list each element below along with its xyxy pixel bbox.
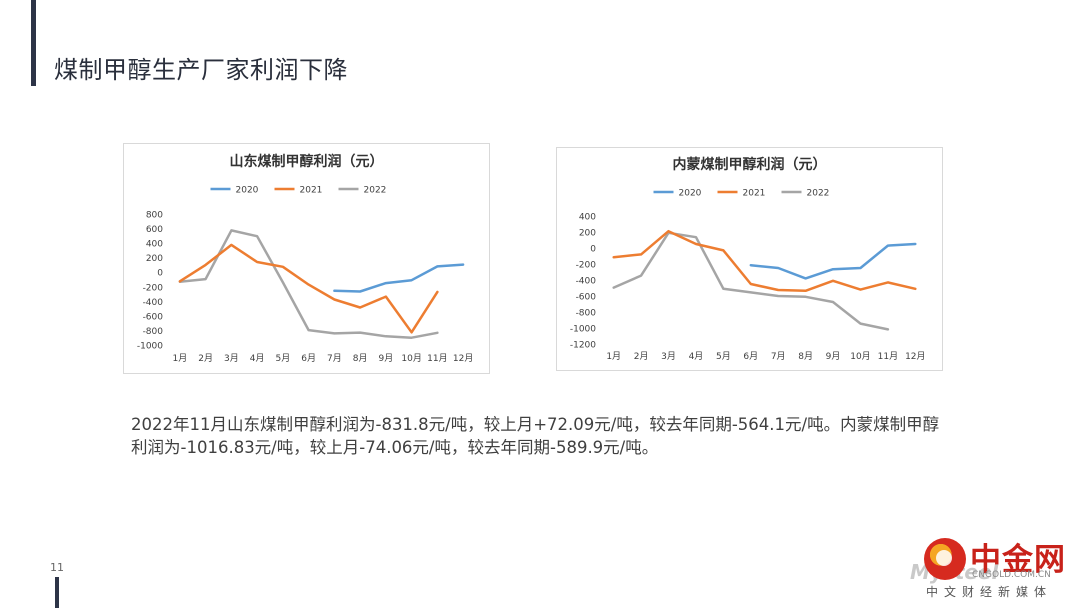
x-tick-label: 11月 (878, 351, 898, 362)
y-tick-label: -200 (576, 261, 597, 271)
series-line-2021 (178, 243, 439, 334)
y-tick-label: -400 (576, 277, 597, 287)
summary-text: 2022年11月山东煤制甲醇利润为-831.8元/吨，较上月+72.09元/吨，… (131, 415, 940, 457)
y-tick-label: -1200 (570, 341, 596, 351)
x-tick-label: 4月 (689, 351, 704, 362)
y-tick-label: 400 (146, 240, 163, 250)
x-tick-label: 10月 (850, 351, 870, 362)
page-number: 11 (50, 561, 64, 574)
x-tick-label: 10月 (401, 353, 421, 364)
chart-title: 内蒙煤制甲醇利润（元） (673, 156, 827, 173)
chart-neimeng: 内蒙煤制甲醇利润（元） 2020 2021 2022 400 200 0 -200 -400 -6… (556, 147, 943, 371)
x-tick-label: 11月 (427, 353, 447, 364)
y-tick-label: 400 (579, 213, 596, 223)
series-line-2020 (749, 242, 917, 280)
x-tick-label: 1月 (173, 353, 188, 364)
x-tick-label: 3月 (661, 351, 676, 362)
legend-label-2022: 2022 (364, 186, 387, 196)
logo-name: 中金网 (970, 542, 1066, 578)
x-tick-label: 5月 (276, 353, 291, 364)
series-line-2021 (612, 229, 917, 293)
accent-bar-bottom (55, 577, 59, 608)
y-tick-label: 0 (157, 269, 163, 279)
logo-domain: CNGOLD.COM.CN (972, 570, 1051, 580)
y-tick-label: 800 (146, 211, 163, 221)
x-tick-label: 6月 (301, 353, 316, 364)
y-tick-label: -1000 (137, 342, 163, 352)
legend-label-2022: 2022 (807, 189, 830, 199)
legend-label-2021: 2021 (743, 189, 766, 199)
legend-label-2020: 2020 (679, 189, 702, 199)
x-tick-label: 12月 (905, 351, 925, 362)
chart-title: 山东煤制甲醇利润（元） (230, 153, 384, 170)
x-tick-label: 6月 (743, 351, 758, 362)
x-tick-label: 3月 (224, 353, 239, 364)
x-tick-label: 2月 (634, 351, 649, 362)
page-title: 煤制甲醇生产厂家利润下降 (54, 56, 348, 84)
y-tick-label: -600 (576, 293, 597, 303)
chart-svg: 内蒙煤制甲醇利润（元） 2020 2021 2022 400 200 0 -200 -400 -6… (570, 156, 926, 362)
y-tick-label: 600 (146, 225, 163, 235)
x-tick-label: 12月 (453, 353, 473, 364)
x-tick-label: 4月 (250, 353, 265, 364)
series-line-2022 (178, 229, 439, 339)
chart-svg: 山东煤制甲醇利润（元） 2020 2021 2022 800 600 400 200 0 -200… (137, 153, 474, 364)
y-tick-label: -800 (143, 327, 164, 337)
x-tick-label: 9月 (379, 353, 394, 364)
y-tick-label: -400 (143, 298, 164, 308)
y-tick-label: -600 (143, 312, 164, 322)
site-logo: Mysteel 中金网 CNGOLD.COM.CN 中文财经新媒体 (908, 532, 1078, 608)
x-tick-label: 8月 (798, 351, 813, 362)
legend-label-2020: 2020 (236, 186, 259, 196)
y-tick-label: -800 (576, 309, 597, 319)
y-tick-label: 200 (146, 254, 163, 264)
x-tick-label: 5月 (716, 351, 731, 362)
series-line-2022 (612, 231, 890, 331)
y-tick-label: -200 (143, 283, 164, 293)
y-tick-label: 200 (579, 229, 596, 239)
accent-bar-top (31, 0, 36, 86)
x-tick-label: 2月 (198, 353, 213, 364)
series-line-2020 (333, 263, 465, 293)
x-tick-label: 1月 (606, 351, 621, 362)
chart-shandong: 山东煤制甲醇利润（元） 2020 2021 2022 800 600 400 200 0 -200… (123, 143, 490, 374)
logo-tagline: 中文财经新媒体 (926, 585, 1053, 599)
x-tick-label: 7月 (771, 351, 786, 362)
legend-label-2021: 2021 (300, 186, 323, 196)
x-tick-label: 9月 (826, 351, 841, 362)
logo-emblem-icon (924, 538, 966, 580)
y-tick-label: 0 (590, 245, 596, 255)
y-tick-label: -1000 (570, 325, 596, 335)
x-tick-label: 7月 (327, 353, 342, 364)
x-tick-label: 8月 (353, 353, 368, 364)
